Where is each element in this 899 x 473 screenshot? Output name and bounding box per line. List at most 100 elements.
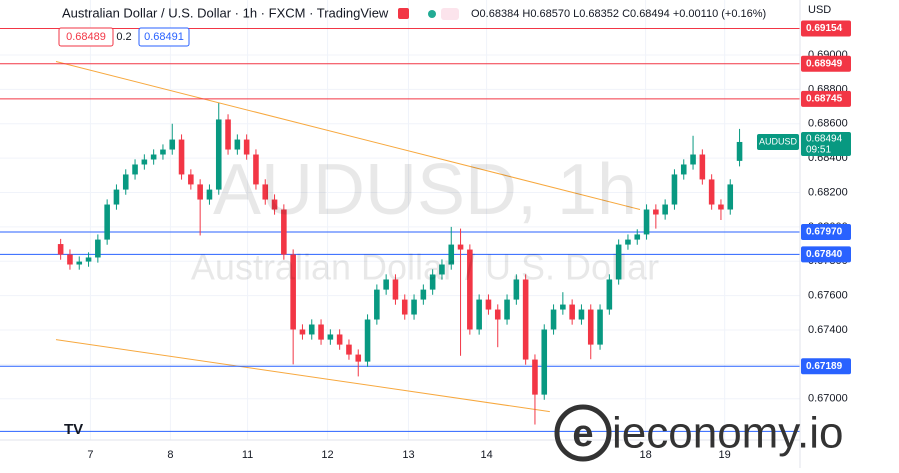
y-tick-label: 0.67000 [808, 393, 848, 405]
ask: 0.68491 [144, 31, 184, 43]
candle-body [513, 279, 520, 300]
candle-body [550, 309, 557, 330]
candle-body [76, 261, 83, 265]
candle-body [188, 174, 194, 185]
level-label-bg [801, 90, 851, 107]
candle-body [718, 204, 724, 210]
candle-body [253, 154, 259, 185]
candle-body [57, 244, 64, 255]
candle-body [169, 139, 176, 150]
spread: 0.2 [116, 31, 131, 43]
candle-body [299, 329, 306, 335]
candle-body [476, 299, 482, 330]
level-label-bg [801, 224, 851, 241]
level-label: 0.68949 [806, 58, 843, 69]
trendline [55, 339, 550, 413]
candle-body [494, 309, 501, 320]
level-label-bg [801, 246, 851, 263]
candle-body [392, 279, 399, 300]
candle-body [448, 244, 455, 265]
y-tick-label: 0.68200 [808, 186, 848, 198]
y-tick-label: 0.67400 [808, 324, 848, 336]
candle-body [178, 139, 185, 175]
market-status [428, 10, 436, 18]
candle-body [708, 179, 715, 205]
candle-body [504, 299, 510, 320]
candle-body [113, 189, 120, 205]
candle-body [290, 254, 296, 330]
candle-body [634, 234, 641, 240]
candle-body [457, 244, 464, 250]
candle-body [346, 344, 352, 355]
candle-body [206, 189, 213, 200]
brand-name: ieconomy.io [612, 409, 844, 458]
candle-body [653, 209, 659, 215]
x-tick-label: 11 [242, 449, 253, 461]
candle-body [271, 199, 278, 210]
candle-body [383, 279, 389, 290]
trendline [55, 61, 641, 211]
brand-logo: e ieconomy.io [554, 404, 844, 462]
level-label: 0.67840 [806, 249, 843, 260]
candle-body [727, 184, 734, 210]
x-tick-label: 19 [719, 449, 731, 461]
candle-body [327, 334, 334, 340]
x-tick-label: 8 [167, 449, 173, 461]
ohlc-values: O0.68384 H0.68570 L0.68352 C0.68494 +0.0… [471, 8, 766, 20]
candle-body [532, 359, 538, 395]
x-tick-label: 12 [321, 449, 333, 461]
candle-body [439, 264, 445, 275]
candle-body [122, 174, 129, 190]
candle-body [736, 141, 743, 161]
candle-body [197, 184, 203, 200]
alert-icon[interactable] [398, 8, 409, 19]
candle-body [643, 209, 650, 235]
x-tick-label: 7 [87, 449, 93, 461]
symbol-title[interactable]: Australian Dollar / U.S. Dollar · 1h · F… [62, 5, 389, 20]
watermark-subtitle: Australian Dollar / U.S. Dollar [191, 247, 659, 288]
candle-body [160, 149, 166, 155]
candle-body [401, 299, 408, 315]
candle-body [355, 354, 362, 362]
candle-body [318, 324, 324, 340]
x-tick-label: 13 [402, 449, 414, 461]
candle-body [215, 119, 222, 190]
candle-body [234, 139, 241, 150]
x-tick-label: 18 [639, 449, 651, 461]
candle-body [374, 289, 380, 320]
candle-body [104, 204, 110, 240]
x-tick-label: 14 [480, 449, 492, 461]
candle-body [662, 204, 668, 215]
watermark: AUDUSD, 1h [213, 150, 637, 230]
candle-body [132, 164, 138, 175]
candle-body [467, 249, 473, 330]
candle-body [597, 309, 603, 345]
level-label-bg [801, 20, 851, 37]
candle-body [150, 154, 157, 160]
candle-body [522, 279, 529, 360]
candle-body [411, 299, 417, 315]
candle-body [699, 154, 706, 180]
candle-body [615, 244, 622, 280]
candle-body [243, 139, 250, 155]
level-label: 0.68745 [806, 93, 843, 104]
symbol-label: AUDUSD [759, 136, 798, 146]
level-label-bg [801, 358, 851, 375]
candle-body [560, 304, 566, 310]
last-price: 0.68494 [806, 134, 843, 145]
symbol-label-bg [757, 133, 799, 150]
ask-box[interactable] [138, 27, 190, 47]
level-label: 0.69154 [806, 23, 843, 34]
candle-body [485, 299, 492, 310]
bid-box[interactable] [58, 27, 114, 47]
candle-body [336, 334, 343, 345]
candle-body [67, 254, 73, 265]
brand-e: e [572, 413, 593, 455]
brand-circle [554, 404, 612, 462]
plot-area [0, 0, 800, 440]
countdown: 09:51 [806, 145, 831, 156]
y-tick-label: 0.67600 [808, 290, 848, 302]
candle-body [281, 209, 287, 255]
